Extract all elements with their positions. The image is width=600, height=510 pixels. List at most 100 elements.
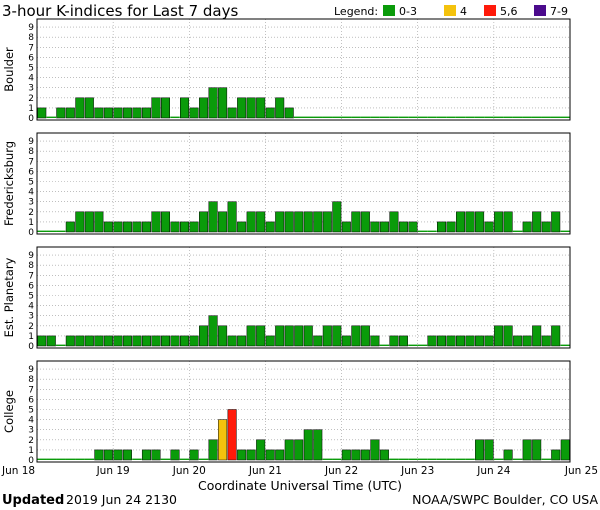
k-index-bar [227,335,237,347]
k-index-bar-zero [427,116,437,118]
y-tick-label: 8 [28,33,34,43]
k-index-bar [341,335,351,347]
k-index-bar [94,449,104,461]
k-index-bar-zero [522,116,532,118]
k-index-bar [208,439,218,461]
k-index-bar-zero [37,230,47,232]
k-index-bar [218,211,228,233]
k-index-bar-zero [541,116,551,118]
k-index-bar [532,325,542,347]
k-index-bar-zero [56,344,66,346]
k-index-bar [522,335,532,347]
k-index-bar [141,221,151,233]
k-index-bar [132,107,142,119]
y-tick-label: 5 [28,64,34,74]
k-index-bar-zero [379,116,390,118]
y-tick-label: 6 [28,395,34,405]
y-tick-label: 5 [28,178,34,188]
k-index-bar-zero [550,116,561,118]
k-index-bar [475,439,485,461]
k-index-bar-zero [512,116,523,118]
panel-label: Boulder [2,47,16,92]
k-index-bar [189,107,199,119]
x-tick-label: Jun 22 [324,465,358,477]
k-index-bar [332,325,342,347]
k-index-bar [294,439,304,461]
y-tick-label: 1 [28,218,34,228]
panel-frame [36,360,571,463]
k-index-bar-zero [541,458,551,460]
x-tick-label: Jun 24 [476,465,510,477]
k-index-bar [370,221,380,233]
k-index-bar [237,449,247,461]
k-index-bar [94,107,104,119]
k-index-bar-zero [531,116,542,118]
y-tick-label: 0 [28,228,34,238]
k-index-bar [237,97,247,119]
k-index-bar-zero [427,230,437,232]
y-tick-label: 7 [28,43,34,53]
k-index-bar-zero [417,116,428,118]
k-index-bar [484,439,494,461]
k-index-bar [303,429,313,461]
k-index-bar [341,449,351,461]
k-index-bar-zero [436,116,447,118]
k-index-bar [503,211,513,233]
k-index-bar [351,325,361,347]
k-index-bar-zero [427,458,437,460]
k-index-bar [370,335,380,347]
legend-swatch-3 [534,5,546,16]
k-index-bar [56,107,66,119]
y-tick-label: 4 [28,74,34,84]
k-index-bar [456,211,466,233]
k-index-bar-zero [484,116,494,118]
y-tick-label: 2 [28,208,34,218]
y-tick-label: 4 [28,188,34,198]
k-index-bar [132,221,142,233]
k-index-bar [313,211,323,233]
k-index-bar [265,107,275,119]
x-tick-label: Jun 20 [172,465,206,477]
k-index-bar [94,211,104,233]
k-index-bar-zero [455,458,466,460]
k-index-bar [151,97,161,119]
k-index-bar-zero [322,458,333,460]
y-tick-label: 1 [28,332,34,342]
k-index-bar [151,211,161,233]
k-index-bar [189,335,199,347]
k-index-bar [303,325,313,347]
chart-title: 3-hour K-indices for Last 7 days [2,2,238,20]
k-index-bar [160,97,171,119]
y-tick-label: 9 [28,23,34,33]
k-index-bar-zero [65,458,76,460]
k-index-bar [199,211,209,233]
k-index-bar [37,107,47,119]
k-index-bar-zero [446,458,456,460]
k-index-bar-zero [75,458,85,460]
k-index-bar-zero [170,116,180,118]
legend-label: Legend: [334,5,378,18]
legend-item-label: 4 [460,5,467,18]
k-index-bar-zero [474,116,485,118]
updated-value: 2019 Jun 24 2130 [66,492,177,507]
k-index-bar [551,211,561,233]
k-index-bar [113,335,123,347]
k-index-bar [256,325,266,347]
k-index-bar [389,335,399,347]
k-index-bar [208,315,218,347]
k-index-bar [313,335,323,347]
k-index-bar [246,325,256,347]
k-index-bar [446,221,456,233]
panel-frame [36,246,571,349]
k-index-bar [351,211,361,233]
k-index-bar-zero [503,116,513,118]
y-tick-label: 2 [28,436,34,446]
panel-label: College [2,390,16,433]
k-index-bar [446,335,456,347]
k-index-bar [437,221,447,233]
x-tick-labels: Jun 18 Jun 19 Jun 20 Jun 21 Jun 22 Jun 23 Jun … [1,465,598,477]
k-index-bar [256,97,266,119]
